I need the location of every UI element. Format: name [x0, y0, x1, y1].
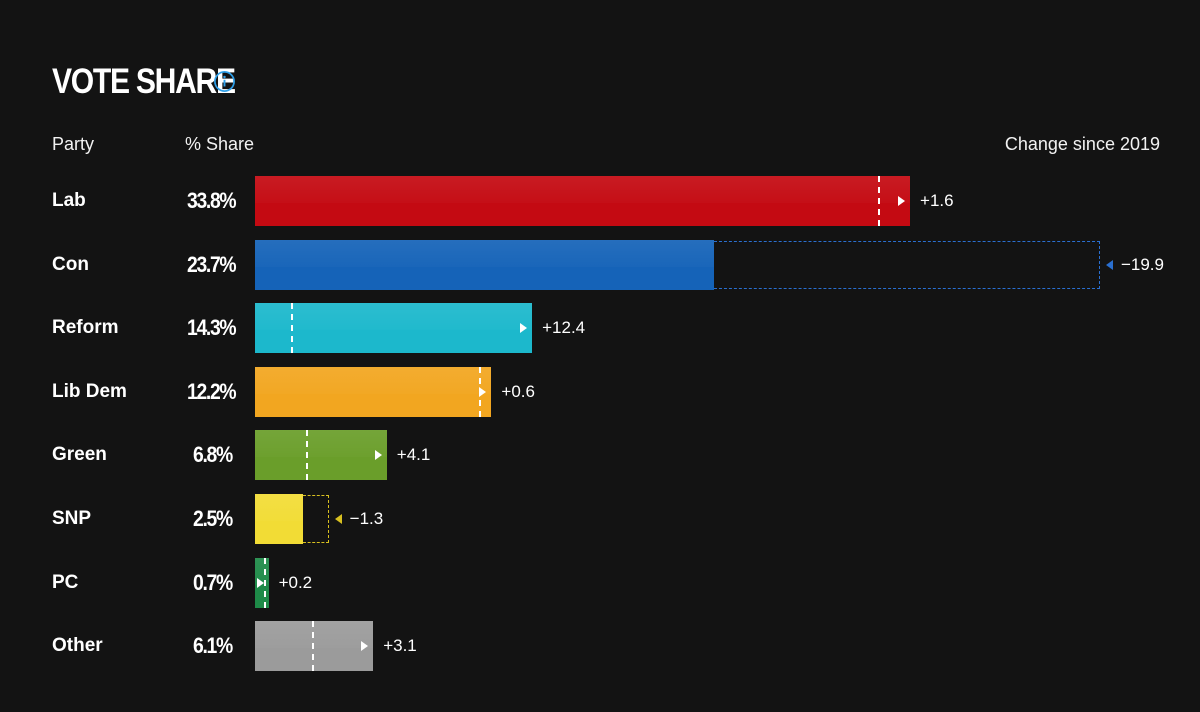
share-value-green: 6.8%	[193, 442, 233, 468]
change-value-green: +4.1	[396, 445, 431, 465]
change-value-snp: −1.3	[349, 509, 384, 528]
party-label-pc: PC	[52, 571, 79, 593]
bar-snp[interactable]	[255, 494, 304, 544]
lost-share-outline-snp	[303, 495, 329, 543]
party-label-lib-dem: Lib Dem	[52, 380, 127, 402]
share-value-lib-dem: 12.2%	[187, 378, 237, 404]
bar-green[interactable]	[255, 430, 387, 481]
share-value-con: 23.7%	[187, 251, 237, 277]
share-value-snp: 2.5%	[193, 506, 233, 531]
decrease-arrow-icon	[334, 514, 342, 524]
bar-sheen	[255, 430, 387, 458]
change-value-pc: +0.2	[278, 572, 313, 592]
bar-con[interactable]	[255, 239, 715, 290]
decrease-arrow-icon	[1105, 259, 1113, 270]
info-icon[interactable]	[213, 70, 236, 93]
increase-arrow-icon	[898, 196, 906, 206]
bar-reform[interactable]	[255, 303, 533, 354]
change-value-reform: +12.4	[542, 318, 586, 338]
share-value-lab: 33.8%	[187, 188, 237, 213]
bar-sheen	[255, 366, 492, 394]
previous-share-marker-green	[306, 430, 309, 481]
increase-arrow-icon	[374, 450, 382, 461]
previous-share-marker-reform	[290, 303, 293, 354]
share-value-pc: 0.7%	[193, 569, 233, 595]
party-label-con: Con	[52, 253, 89, 275]
change-value-lab: +1.6	[920, 191, 954, 210]
party-label-snp: SNP	[52, 508, 92, 529]
share-value-other: 6.1%	[193, 633, 233, 659]
party-label-green: Green	[52, 444, 107, 466]
increase-arrow-icon	[361, 641, 369, 652]
change-value-lib-dem: +0.6	[501, 381, 535, 401]
bar-lib-dem[interactable]	[255, 366, 492, 417]
previous-share-marker-other	[312, 621, 315, 672]
bar-sheen	[255, 303, 533, 331]
party-label-lab: Lab	[52, 190, 86, 211]
share-column-header: % Share	[185, 134, 255, 154]
party-label-other: Other	[52, 635, 103, 657]
previous-share-marker-pc	[263, 557, 266, 608]
bar-sheen	[255, 494, 304, 521]
increase-arrow-icon	[479, 386, 487, 397]
lost-share-outline-con	[714, 240, 1100, 289]
change-value-other: +3.1	[383, 636, 417, 656]
increase-arrow-icon	[520, 323, 528, 334]
bar-lab[interactable]	[255, 176, 911, 226]
bar-sheen	[255, 176, 911, 203]
increase-arrow-icon	[256, 577, 264, 588]
bar-sheen	[255, 239, 715, 267]
change-column-header: Change since 2019	[1004, 134, 1160, 154]
previous-share-marker-lab	[878, 176, 881, 226]
page-title: VOTE SHARE	[52, 62, 236, 101]
share-value-reform: 14.3%	[187, 315, 237, 341]
change-value-con: −19.9	[1120, 254, 1164, 274]
party-label-reform: Reform	[52, 317, 119, 339]
party-column-header: Party	[52, 134, 95, 154]
